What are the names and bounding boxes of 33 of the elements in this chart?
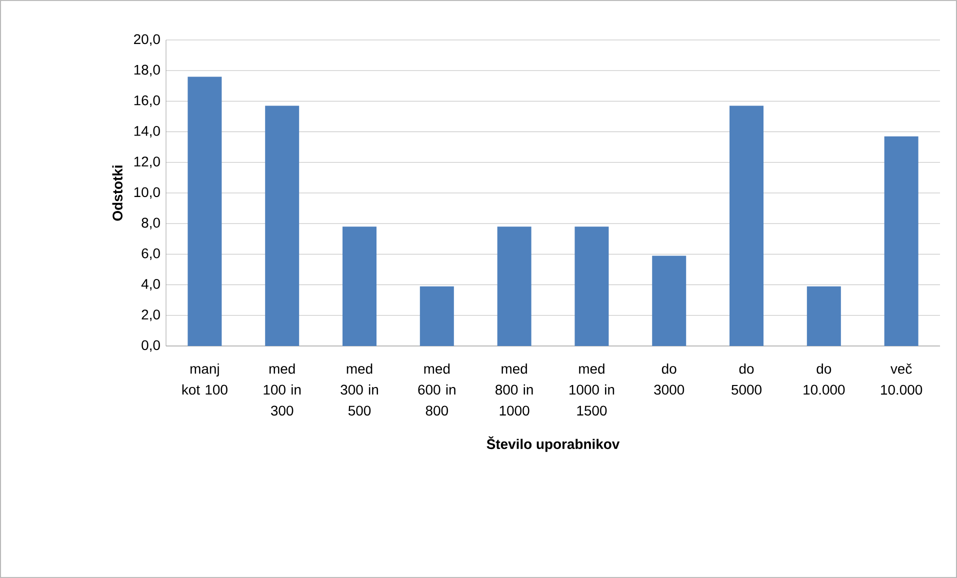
y-tick-label: 18,0 bbox=[134, 64, 160, 76]
y-tick-label: 10,0 bbox=[134, 187, 160, 199]
y-tick-label: 2,0 bbox=[142, 310, 160, 322]
y-tick-label: 14,0 bbox=[134, 126, 160, 138]
y-tick-label: 20,0 bbox=[134, 34, 160, 46]
x-tick-label: med 800 in 1000 bbox=[496, 364, 533, 416]
x-tick-label: manj kot 100 bbox=[182, 364, 228, 395]
bar bbox=[497, 226, 532, 346]
y-axis-title: Odstotki bbox=[112, 166, 123, 221]
bar bbox=[342, 226, 377, 346]
x-tick-label: več 10.000 bbox=[881, 364, 922, 395]
bar bbox=[420, 286, 454, 346]
x-tick-label: med 1000 in 1500 bbox=[570, 364, 614, 416]
y-tick-label: 6,0 bbox=[142, 248, 160, 260]
x-tick-label: do 5000 bbox=[732, 364, 762, 395]
bar bbox=[884, 136, 918, 346]
x-tick-label: med 100 in 300 bbox=[264, 364, 301, 416]
y-tick-label: 0,0 bbox=[142, 340, 160, 352]
x-axis-title: Število uporabnikov bbox=[486, 436, 620, 452]
y-tick-label: 12,0 bbox=[134, 156, 160, 168]
y-tick-label: 4,0 bbox=[141, 279, 160, 291]
bar bbox=[188, 76, 222, 346]
bar bbox=[652, 256, 686, 346]
bar bbox=[574, 226, 609, 346]
y-tick-label: 16,0 bbox=[134, 95, 160, 107]
y-tick-label: 8,0 bbox=[142, 218, 160, 230]
x-tick-label: do 10.000 bbox=[804, 364, 845, 395]
bar bbox=[806, 286, 841, 346]
x-tick-label: do 3000 bbox=[654, 364, 684, 395]
bar bbox=[730, 106, 764, 346]
x-tick-label: med 300 in 500 bbox=[340, 364, 378, 416]
x-tick-label: med 600 in 800 bbox=[418, 364, 456, 416]
bar bbox=[265, 106, 300, 346]
